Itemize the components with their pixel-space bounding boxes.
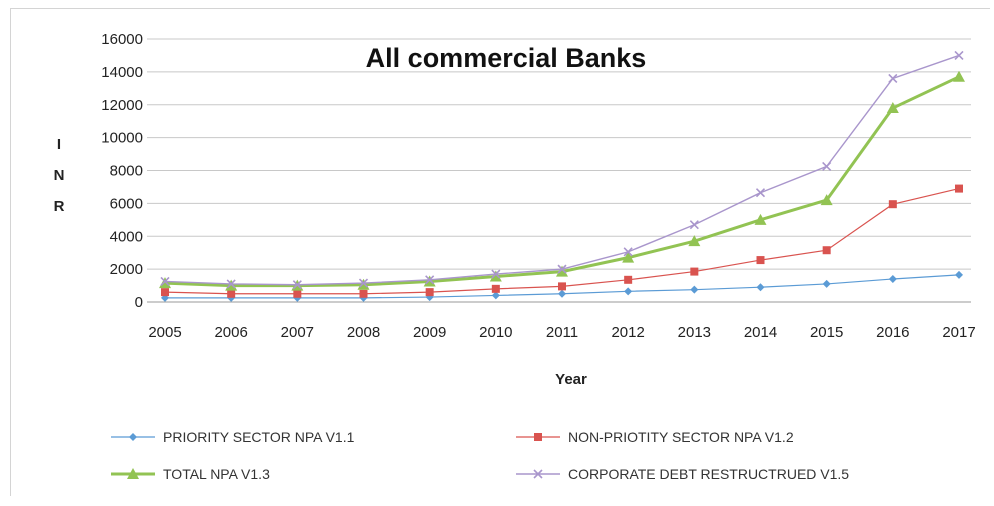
x-tick-label: 2006 bbox=[214, 324, 247, 341]
y-axis-title: INR bbox=[54, 136, 65, 215]
legend-label: NON-PRIOTITY SECTOR NPA V1.2 bbox=[568, 429, 794, 445]
x-tick-label: 2016 bbox=[876, 324, 909, 341]
legend-swatch-marker bbox=[127, 468, 139, 479]
data-point bbox=[557, 264, 567, 274]
chart-title: All commercial Banks bbox=[366, 43, 647, 73]
data-point bbox=[755, 188, 766, 198]
data-point bbox=[358, 278, 369, 288]
data-point bbox=[623, 247, 633, 257]
plot-background bbox=[11, 9, 991, 497]
data-point bbox=[888, 274, 897, 283]
data-point bbox=[556, 265, 568, 277]
chart-frame: 0 2000 4000 6000 8000 10000 12000 14000 16000 200… bbox=[10, 8, 991, 497]
data-point bbox=[690, 285, 699, 294]
series-1 bbox=[161, 270, 963, 302]
data-point bbox=[886, 102, 899, 114]
data-point bbox=[558, 289, 566, 298]
legend-swatch-marker bbox=[534, 433, 542, 441]
y-axis-title-letter: R bbox=[54, 198, 65, 215]
y-axis-title-letter: N bbox=[54, 167, 65, 184]
data-point bbox=[955, 184, 963, 193]
series-2 bbox=[161, 184, 963, 298]
legend-label: TOTAL NPA V1.3 bbox=[163, 466, 270, 482]
data-point bbox=[622, 251, 635, 263]
y-tick-label: 6000 bbox=[110, 195, 143, 212]
legend-swatch-marker bbox=[129, 433, 137, 441]
data-point bbox=[292, 280, 302, 290]
legend-item: TOTAL NPA V1.3 bbox=[111, 466, 270, 482]
x-tick-label: 2017 bbox=[942, 324, 975, 341]
legend-item: CORPORATE DEBT RESTRUCTRUED V1.5 bbox=[516, 466, 849, 482]
x-tick-label: 2013 bbox=[678, 324, 711, 341]
axes: 0 2000 4000 6000 8000 10000 12000 14000 16000 200… bbox=[101, 31, 975, 341]
legend-swatch-marker bbox=[533, 469, 543, 479]
legend-item: PRIORITY SECTOR NPA V1.1 bbox=[111, 429, 355, 445]
data-point bbox=[690, 267, 699, 276]
data-point bbox=[888, 73, 898, 84]
line-chart: 0 2000 4000 6000 8000 10000 12000 14000 16000 200… bbox=[11, 9, 991, 497]
data-point bbox=[624, 287, 633, 296]
legend-item: NON-PRIOTITY SECTOR NPA V1.2 bbox=[516, 429, 794, 445]
data-point bbox=[888, 200, 897, 209]
x-tick-label: 2007 bbox=[281, 324, 314, 341]
legend-label: CORPORATE DEBT RESTRUCTRUED V1.5 bbox=[568, 466, 849, 482]
y-tick-label: 4000 bbox=[110, 228, 143, 245]
y-tick-label: 2000 bbox=[110, 261, 143, 278]
data-point bbox=[822, 161, 832, 171]
x-tick-label: 2010 bbox=[479, 324, 512, 341]
x-tick-label: 2015 bbox=[810, 324, 843, 341]
x-axis-title: Year bbox=[555, 371, 587, 388]
y-tick-label: 14000 bbox=[101, 64, 143, 81]
data-point bbox=[558, 282, 566, 291]
legend: PRIORITY SECTOR NPA V1.1 NON-PRIOTITY SEC… bbox=[111, 429, 849, 482]
data-point bbox=[756, 283, 765, 292]
x-tick-label: 2005 bbox=[148, 324, 181, 341]
data-point bbox=[359, 289, 368, 298]
y-tick-label: 8000 bbox=[110, 163, 143, 180]
grid-lines bbox=[147, 38, 971, 303]
data-point bbox=[822, 246, 831, 255]
data-point bbox=[688, 235, 701, 247]
data-point bbox=[953, 70, 965, 82]
x-tick-label: 2012 bbox=[611, 324, 644, 341]
data-point bbox=[689, 220, 699, 230]
data-point bbox=[161, 288, 169, 297]
y-tick-label: 10000 bbox=[101, 130, 143, 147]
data-point bbox=[822, 279, 831, 288]
data-point bbox=[425, 288, 434, 297]
series-lines bbox=[159, 50, 965, 302]
data-point bbox=[491, 269, 501, 279]
y-tick-label: 12000 bbox=[101, 97, 143, 114]
data-point bbox=[293, 289, 302, 298]
data-point bbox=[624, 275, 633, 284]
data-point bbox=[756, 256, 765, 265]
data-point bbox=[820, 194, 833, 206]
series-4 bbox=[160, 50, 964, 290]
data-point bbox=[491, 291, 500, 300]
data-point bbox=[489, 270, 502, 282]
y-axis-title-letter: I bbox=[57, 136, 61, 153]
data-point bbox=[425, 275, 435, 285]
y-tick-label: 0 bbox=[135, 294, 143, 311]
data-point bbox=[226, 279, 236, 289]
data-point bbox=[491, 284, 500, 293]
data-point bbox=[955, 270, 963, 279]
x-tick-label: 2009 bbox=[413, 324, 446, 341]
x-tick-label: 2008 bbox=[347, 324, 380, 341]
y-tick-label: 16000 bbox=[101, 31, 143, 48]
x-tick-label: 2014 bbox=[744, 324, 777, 341]
data-point bbox=[160, 276, 170, 287]
data-point bbox=[954, 50, 964, 61]
legend-label: PRIORITY SECTOR NPA V1.1 bbox=[163, 429, 355, 445]
data-point bbox=[227, 289, 236, 298]
x-tick-label: 2011 bbox=[546, 324, 578, 341]
data-point bbox=[754, 213, 767, 225]
